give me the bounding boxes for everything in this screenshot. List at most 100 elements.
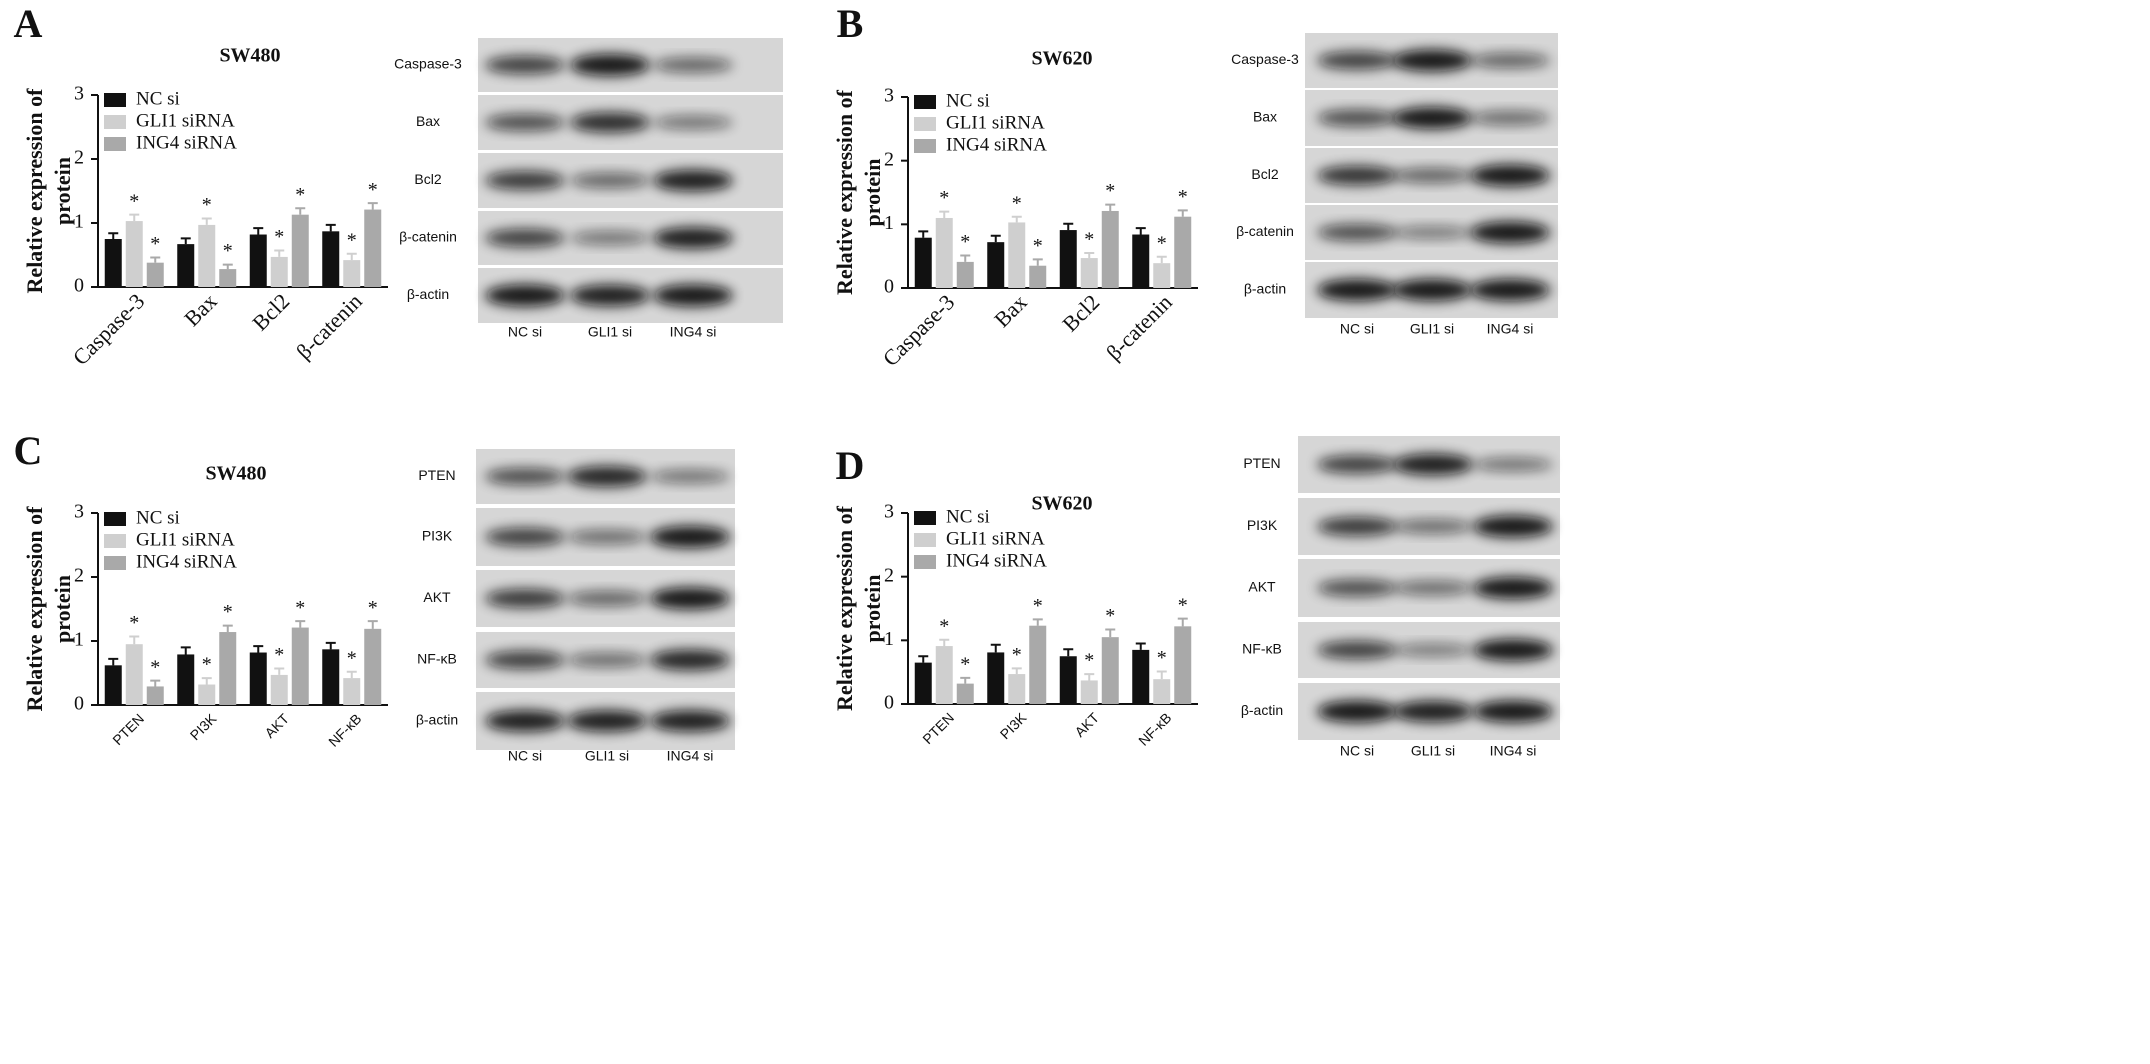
blot-band bbox=[567, 590, 647, 607]
legend-swatch bbox=[104, 115, 126, 129]
error-bar bbox=[1084, 251, 1095, 259]
blot-row-label: PTEN bbox=[418, 467, 455, 483]
blot-band bbox=[570, 54, 650, 76]
significance-mark: * bbox=[1012, 644, 1022, 666]
bar bbox=[987, 652, 1005, 704]
error-bar bbox=[150, 679, 161, 687]
significance-mark: * bbox=[1084, 650, 1094, 672]
significance-mark: * bbox=[295, 597, 305, 619]
x-tick-label: PI3K bbox=[187, 710, 220, 743]
legend-swatch bbox=[914, 139, 936, 153]
error-bar bbox=[1156, 255, 1167, 264]
blot-lane-label: GLI1 si bbox=[585, 748, 629, 764]
blot-band bbox=[1317, 517, 1397, 536]
error-bar bbox=[1011, 667, 1022, 675]
bar bbox=[177, 654, 195, 705]
significance-mark: * bbox=[368, 597, 378, 619]
error-bar bbox=[1105, 203, 1116, 211]
blot-band bbox=[653, 284, 733, 307]
panel-letter: B bbox=[837, 1, 864, 46]
bar bbox=[104, 665, 122, 705]
error-bar bbox=[150, 256, 161, 263]
blot-band bbox=[653, 169, 733, 192]
significance-mark: * bbox=[347, 647, 357, 669]
blot-band bbox=[1470, 279, 1550, 301]
legend-label: NC si bbox=[946, 506, 990, 527]
x-tick-label: β-catenin bbox=[1101, 289, 1177, 365]
legend-swatch bbox=[104, 534, 126, 548]
blot-row-label: AKT bbox=[1248, 579, 1276, 595]
blot-band bbox=[1393, 700, 1473, 723]
bar bbox=[914, 237, 932, 288]
legend-label: ING4 siRNA bbox=[136, 132, 237, 153]
error-bar bbox=[222, 263, 233, 270]
bar bbox=[1008, 674, 1026, 704]
error-bar bbox=[274, 249, 285, 257]
legend-swatch bbox=[914, 117, 936, 131]
bar bbox=[249, 234, 267, 287]
significance-mark: * bbox=[1157, 232, 1167, 254]
blot-band bbox=[653, 115, 733, 130]
significance-mark: * bbox=[1105, 605, 1115, 627]
error-bar bbox=[990, 234, 1001, 243]
blot-band bbox=[570, 172, 650, 189]
significance-mark: * bbox=[274, 226, 284, 248]
y-tick-label: 2 bbox=[74, 565, 84, 587]
bar bbox=[935, 646, 953, 704]
bar bbox=[198, 684, 216, 705]
blot-row-label: PI3K bbox=[422, 528, 453, 544]
significance-mark: * bbox=[150, 233, 160, 255]
panel-letter: C bbox=[14, 428, 43, 473]
x-tick-label: Caspase-3 bbox=[878, 289, 960, 371]
y-axis-label-line: Relative expression of bbox=[22, 88, 47, 294]
x-tick-label: Bcl2 bbox=[1057, 289, 1104, 336]
error-bar bbox=[253, 645, 264, 653]
significance-mark: * bbox=[274, 644, 284, 666]
bar bbox=[364, 628, 382, 705]
blot-band bbox=[570, 230, 650, 246]
blot-band bbox=[650, 649, 730, 671]
blot-band bbox=[1470, 52, 1550, 69]
blot-band bbox=[1317, 700, 1397, 723]
bar bbox=[1029, 265, 1047, 288]
blot-lane-label: GLI1 si bbox=[588, 324, 632, 340]
error-bar bbox=[918, 230, 929, 238]
bar bbox=[935, 217, 953, 288]
bar bbox=[956, 261, 974, 288]
blot-band bbox=[650, 587, 730, 610]
y-tick-label: 1 bbox=[884, 212, 894, 234]
blot-band bbox=[485, 589, 565, 608]
blot-row-label: Caspase-3 bbox=[394, 56, 462, 72]
y-axis-label-line: Relative expression of bbox=[832, 505, 857, 711]
error-bar bbox=[960, 676, 971, 684]
blot-band bbox=[485, 650, 565, 670]
blot-band bbox=[1393, 453, 1473, 476]
legend-swatch bbox=[104, 93, 126, 107]
significance-mark: * bbox=[295, 184, 305, 206]
legend-swatch bbox=[914, 555, 936, 569]
significance-mark: * bbox=[1084, 229, 1094, 251]
bar bbox=[125, 644, 143, 705]
error-bar bbox=[1177, 209, 1188, 217]
x-tick-label: AKT bbox=[1071, 709, 1102, 740]
error-bar bbox=[325, 223, 336, 232]
legend-swatch bbox=[914, 95, 936, 109]
blot-band bbox=[1317, 279, 1397, 301]
bar bbox=[1059, 656, 1077, 704]
blot-band bbox=[1470, 221, 1550, 244]
blot-band bbox=[1317, 579, 1397, 597]
blot-band bbox=[1317, 51, 1397, 70]
blot-band bbox=[1392, 167, 1472, 184]
error-bar bbox=[346, 252, 357, 261]
x-tick-label: Bax bbox=[179, 288, 222, 331]
blot-band bbox=[485, 171, 565, 190]
error-bar bbox=[274, 667, 285, 675]
legend-label: ING4 siRNA bbox=[136, 551, 237, 572]
significance-mark: * bbox=[368, 179, 378, 201]
significance-mark: * bbox=[1178, 594, 1188, 616]
y-axis-label-line: Relative expression of bbox=[22, 506, 47, 712]
blot-band bbox=[1317, 455, 1397, 474]
error-bar bbox=[346, 670, 357, 679]
blot-band bbox=[485, 113, 565, 132]
